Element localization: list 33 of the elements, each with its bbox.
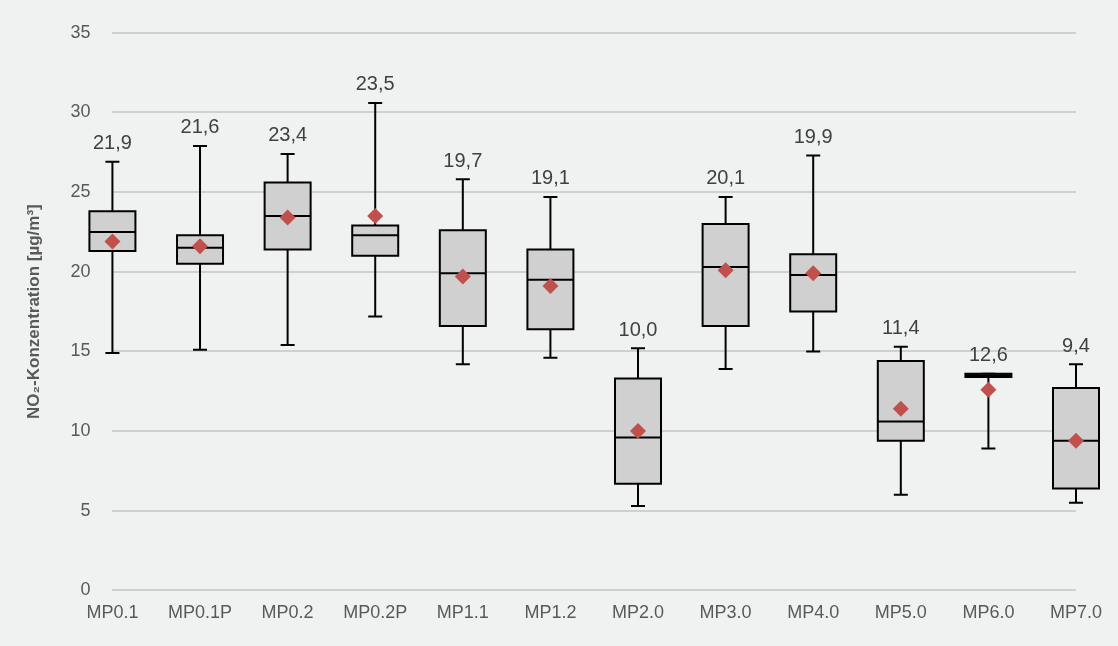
annotation: 20,1 <box>706 166 746 189</box>
x-tick-label: MP1.1 <box>436 602 489 623</box>
y-tick-label: 0 <box>80 579 91 600</box>
annotation: 19,7 <box>443 148 483 171</box>
annotation: 9,4 <box>1062 333 1090 356</box>
x-tick-label: MP7.0 <box>1049 602 1103 623</box>
y-tick-label: 15 <box>70 340 91 361</box>
x-tick-label: MP0.1P <box>168 602 233 623</box>
y-tick-label: 20 <box>70 260 91 281</box>
y-tick-label: 10 <box>70 420 91 441</box>
annotation: 11,4 <box>882 316 920 339</box>
x-tick-label: MP0.2 <box>261 602 314 623</box>
annotation: 23,5 <box>355 72 395 95</box>
y-tick-label: 35 <box>70 21 91 42</box>
x-tick-label: MP0.1 <box>86 602 139 623</box>
y-tick-label: 5 <box>80 499 91 520</box>
y-tick-label: 30 <box>70 101 91 122</box>
x-tick-label: MP1.2 <box>524 602 577 623</box>
x-tick-label: MP0.2P <box>343 602 408 623</box>
x-tick-label: MP2.0 <box>611 602 665 623</box>
annotation: 19,9 <box>793 124 833 147</box>
x-tick-label: MP3.0 <box>699 602 752 623</box>
y-tick-label: 25 <box>70 181 91 202</box>
annotation: 10,0 <box>618 317 658 340</box>
x-tick-label: MP4.0 <box>787 602 840 623</box>
x-tick-label: MP5.0 <box>874 602 927 623</box>
annotation: 23,4 <box>268 123 308 146</box>
x-tick-label: MP6.0 <box>962 602 1015 623</box>
annotation: 21,9 <box>92 131 132 154</box>
y-axis-title: NO₂-Konzentration [µg/m³] <box>23 204 43 419</box>
annotation: 12,6 <box>968 343 1008 366</box>
annotation: 21,6 <box>180 115 220 138</box>
annotation: 19,1 <box>530 166 570 189</box>
